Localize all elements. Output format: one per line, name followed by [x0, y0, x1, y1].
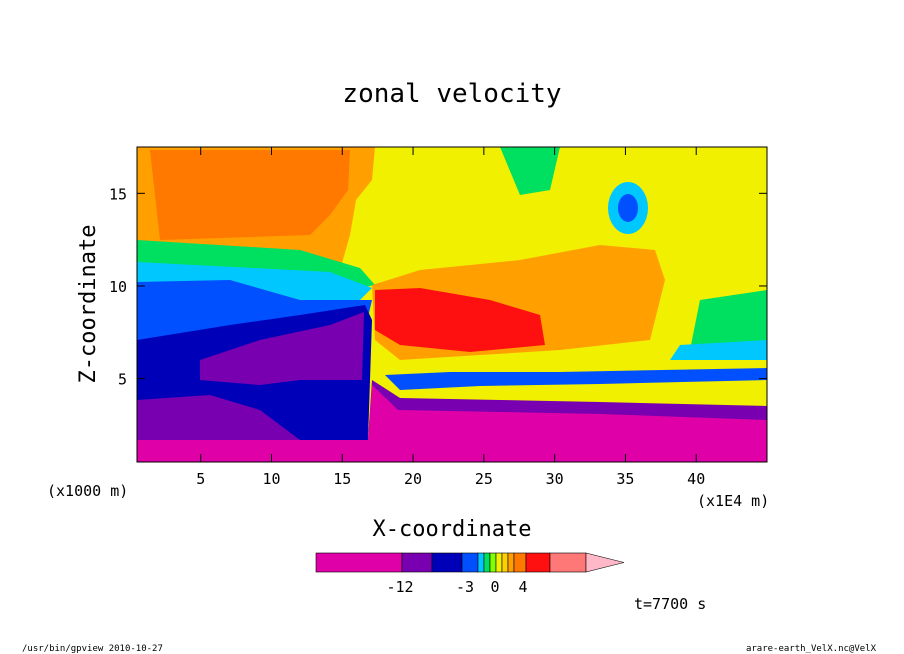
x-tick-label: 10	[262, 470, 280, 488]
colorbar-bin	[477, 552, 485, 573]
field-band-darkorange-left	[150, 150, 350, 240]
colorbar-tick-label: -12	[386, 578, 413, 596]
field-band-purple-wedge	[200, 312, 364, 385]
field-band-magenta-bottom	[137, 385, 767, 462]
colorbar-bin	[315, 552, 403, 573]
field-band-red-core	[375, 288, 545, 352]
colorbar-tick-label: 4	[518, 578, 527, 596]
field-band-green-top	[500, 147, 560, 195]
colorbar-bin	[549, 552, 587, 573]
colorbar-tick-label: -3	[456, 578, 474, 596]
field-band-cyan-right	[670, 340, 767, 360]
colorbar-bin	[461, 552, 479, 573]
x-tick-label: 25	[475, 470, 493, 488]
x-tick-label: 40	[687, 470, 705, 488]
y-tick-label: 5	[118, 371, 127, 389]
chart-title: zonal velocity	[342, 79, 561, 109]
x-axis-ticks: 5 10 15 20 25 30 35 40	[196, 147, 705, 488]
colorbar-bin	[483, 552, 491, 573]
colorbar-bin	[525, 552, 551, 573]
x-tick-label: 15	[333, 470, 351, 488]
x-unit-right: (x1E4 m)	[697, 492, 769, 510]
colorbar-bin	[501, 552, 509, 573]
y-axis-label: Z-coordinate	[76, 225, 101, 384]
colorbar-bin	[513, 552, 527, 573]
colorbar-tick-labels: -12 -3 0 4	[386, 578, 527, 596]
x-axis-label: X-coordinate	[373, 517, 532, 542]
x-tick-label: 30	[546, 470, 564, 488]
field-vortex-blue	[618, 194, 638, 222]
colorbar-bin	[507, 552, 515, 573]
y-tick-label: 15	[109, 185, 127, 203]
field-band-blue-right	[385, 368, 767, 390]
footer-left: /usr/bin/gpview 2010-10-27	[22, 644, 163, 654]
colorbar-tick-label: 0	[490, 578, 499, 596]
colorbar	[315, 552, 625, 573]
colorbar-bin	[401, 552, 433, 573]
x-tick-label: 5	[196, 470, 205, 488]
plot-frame	[136, 146, 768, 463]
colorbar-overflow-tip	[585, 552, 625, 573]
colorbar-bin	[495, 552, 503, 573]
x-tick-label: 35	[616, 470, 634, 488]
field-band-green-right	[690, 290, 767, 350]
colorbar-bin	[489, 552, 497, 573]
footer-right: arare-earth_VelX.nc@VelX	[746, 644, 877, 654]
contour-field	[137, 147, 767, 462]
time-label: t=7700 s	[634, 595, 706, 613]
x-tick-label: 20	[404, 470, 422, 488]
y-axis-ticks: 5 10 15	[109, 185, 767, 389]
y-tick-label: 10	[109, 278, 127, 296]
colorbar-bin	[431, 552, 463, 573]
x-unit-left: (x1000 m)	[47, 482, 128, 500]
